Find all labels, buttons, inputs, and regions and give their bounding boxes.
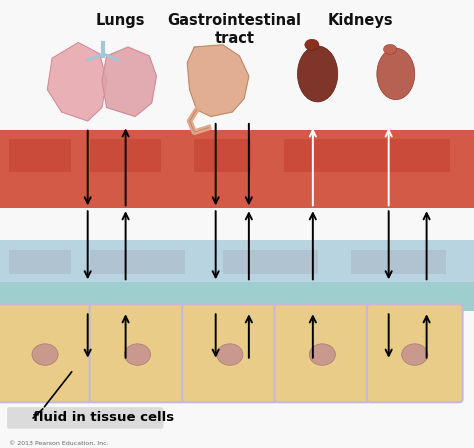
Polygon shape [47,43,107,121]
FancyBboxPatch shape [9,250,71,274]
FancyBboxPatch shape [0,304,93,402]
Ellipse shape [377,48,415,99]
Ellipse shape [217,344,243,365]
Bar [0,130,474,208]
Ellipse shape [305,39,319,51]
Text: Gastrointestinal
tract: Gastrointestinal tract [168,13,301,46]
FancyBboxPatch shape [367,304,463,402]
Bar [0,240,474,284]
Ellipse shape [401,344,428,365]
FancyBboxPatch shape [351,250,446,274]
FancyBboxPatch shape [90,304,185,402]
Ellipse shape [32,344,58,365]
FancyBboxPatch shape [223,250,318,274]
Polygon shape [187,45,249,116]
Ellipse shape [124,344,151,365]
Text: Lungs: Lungs [96,13,146,28]
Bar [0,282,474,311]
FancyBboxPatch shape [194,139,251,172]
Text: © 2013 Pearson Education, Inc.: © 2013 Pearson Education, Inc. [9,441,109,446]
FancyBboxPatch shape [284,139,450,172]
Ellipse shape [298,46,337,102]
FancyBboxPatch shape [90,250,185,274]
FancyBboxPatch shape [9,139,71,172]
FancyBboxPatch shape [7,407,164,429]
FancyBboxPatch shape [90,139,161,172]
Text: fluid in tissue cells: fluid in tissue cells [33,411,174,425]
Ellipse shape [383,44,397,54]
Text: Kidneys: Kidneys [328,13,393,28]
FancyBboxPatch shape [274,304,370,402]
FancyBboxPatch shape [182,304,278,402]
Polygon shape [102,47,156,116]
Ellipse shape [309,344,336,365]
